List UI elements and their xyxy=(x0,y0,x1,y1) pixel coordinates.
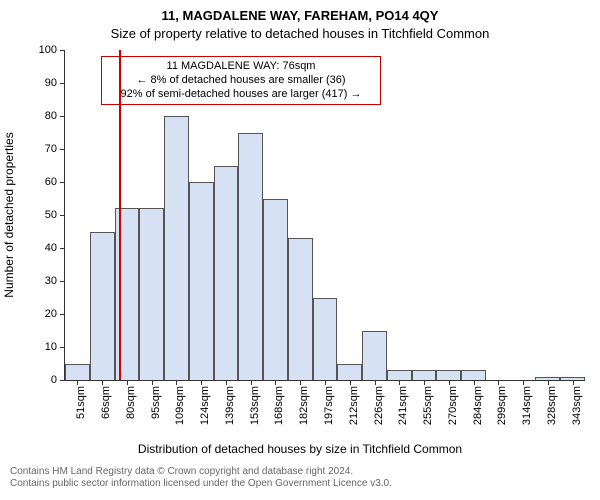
x-tick xyxy=(127,380,128,385)
chart-container: 11, MAGDALENE WAY, FAREHAM, PO14 4QY Siz… xyxy=(0,0,600,500)
histogram-bar xyxy=(288,238,313,380)
x-tick-label: 241sqm xyxy=(397,386,409,425)
x-tick xyxy=(251,380,252,385)
x-tick-label: 299sqm xyxy=(496,386,508,425)
x-tick-label: 255sqm xyxy=(422,386,434,425)
y-tick-label: 60 xyxy=(45,176,65,188)
y-tick-label: 100 xyxy=(39,44,65,56)
x-tick-label: 343sqm xyxy=(571,386,583,425)
x-tick xyxy=(102,380,103,385)
x-tick-label: 314sqm xyxy=(521,386,533,425)
plot-area: 11 MAGDALENE WAY: 76sqm ← 8% of detached… xyxy=(64,50,585,381)
x-tick-label: 109sqm xyxy=(174,386,186,425)
histogram-bar xyxy=(164,116,189,380)
property-marker-line xyxy=(119,50,121,380)
histogram-bar xyxy=(337,364,362,381)
x-tick-label: 270sqm xyxy=(447,386,459,425)
x-tick xyxy=(77,380,78,385)
x-tick-label: 226sqm xyxy=(373,386,385,425)
histogram-bar xyxy=(412,370,437,380)
footer-line2: Contains public sector information licen… xyxy=(10,478,392,490)
x-tick-label: 197sqm xyxy=(323,386,335,425)
histogram-bar xyxy=(238,133,263,381)
x-tick xyxy=(424,380,425,385)
chart-title-description: Size of property relative to detached ho… xyxy=(0,26,600,41)
x-tick-label: 51sqm xyxy=(75,386,87,419)
x-tick xyxy=(399,380,400,385)
x-tick-label: 212sqm xyxy=(348,386,360,425)
x-tick xyxy=(449,380,450,385)
x-tick-label: 328sqm xyxy=(546,386,558,425)
y-tick-label: 10 xyxy=(45,341,65,353)
x-tick xyxy=(523,380,524,385)
x-tick-label: 80sqm xyxy=(125,386,137,419)
histogram-bar xyxy=(214,166,239,381)
histogram-bar xyxy=(189,182,214,380)
histogram-bar xyxy=(436,370,461,380)
footer-attribution: Contains HM Land Registry data © Crown c… xyxy=(10,466,392,490)
histogram-bar xyxy=(387,370,412,380)
y-tick-label: 90 xyxy=(45,77,65,89)
x-tick-label: 153sqm xyxy=(249,386,261,425)
x-tick-label: 124sqm xyxy=(199,386,211,425)
y-tick-label: 40 xyxy=(45,242,65,254)
x-tick-label: 168sqm xyxy=(273,386,285,425)
x-tick xyxy=(375,380,376,385)
x-tick xyxy=(350,380,351,385)
histogram-bar xyxy=(90,232,115,381)
x-tick xyxy=(498,380,499,385)
x-tick xyxy=(573,380,574,385)
histogram-bar xyxy=(313,298,338,381)
annotation-line2: ← 8% of detached houses are smaller (36) xyxy=(108,74,374,88)
y-tick-label: 30 xyxy=(45,275,65,287)
y-tick-label: 20 xyxy=(45,308,65,320)
histogram-bar xyxy=(139,208,164,380)
footer-line1: Contains HM Land Registry data © Crown c… xyxy=(10,466,392,478)
histogram-bar xyxy=(461,370,486,380)
x-tick xyxy=(275,380,276,385)
annotation-box: 11 MAGDALENE WAY: 76sqm ← 8% of detached… xyxy=(101,56,381,105)
x-tick xyxy=(325,380,326,385)
annotation-line3: 92% of semi-detached houses are larger (… xyxy=(108,88,374,102)
x-tick-label: 95sqm xyxy=(150,386,162,419)
x-tick xyxy=(300,380,301,385)
x-tick-label: 66sqm xyxy=(100,386,112,419)
histogram-bar xyxy=(263,199,288,381)
y-tick-label: 70 xyxy=(45,143,65,155)
histogram-bar xyxy=(65,364,90,381)
x-tick xyxy=(201,380,202,385)
x-tick xyxy=(176,380,177,385)
histogram-bar xyxy=(362,331,387,381)
y-axis-label: Number of detached properties xyxy=(2,132,16,297)
y-tick-label: 0 xyxy=(51,374,65,386)
x-tick-label: 182sqm xyxy=(298,386,310,425)
x-tick xyxy=(474,380,475,385)
x-tick-label: 284sqm xyxy=(472,386,484,425)
x-tick xyxy=(152,380,153,385)
y-tick-label: 50 xyxy=(45,209,65,221)
x-tick xyxy=(226,380,227,385)
x-axis-label: Distribution of detached houses by size … xyxy=(0,442,600,456)
x-tick-label: 139sqm xyxy=(224,386,236,425)
y-tick-label: 80 xyxy=(45,110,65,122)
annotation-line1: 11 MAGDALENE WAY: 76sqm xyxy=(108,60,374,74)
chart-title-address: 11, MAGDALENE WAY, FAREHAM, PO14 4QY xyxy=(0,8,600,23)
x-tick xyxy=(548,380,549,385)
